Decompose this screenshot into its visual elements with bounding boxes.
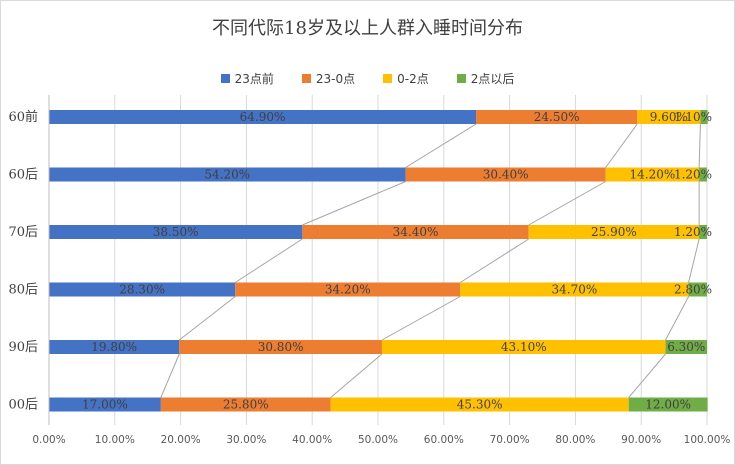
bar-segment [381, 340, 666, 354]
x-tick-label: 30.00% [226, 434, 266, 446]
x-tick-label: 0.00% [32, 434, 65, 446]
series-connector-line [160, 353, 180, 398]
series-connector-line [302, 181, 406, 226]
data-label: 28.30% [119, 283, 165, 297]
bar-segment [49, 167, 406, 182]
bar-segment [688, 282, 707, 297]
bar-segment [476, 110, 638, 124]
x-tick-label: 80.00% [555, 434, 595, 446]
legend-label: 2点以后 [470, 72, 515, 86]
legend-swatch [383, 74, 393, 83]
x-tick-label: 40.00% [292, 434, 332, 446]
series-connector-line [234, 238, 303, 283]
data-label: 54.20% [204, 168, 250, 182]
x-tick-label: 50.00% [358, 434, 398, 446]
category-label: 70后 [8, 225, 38, 240]
data-label: 43.10% [501, 340, 547, 354]
bar-segment [699, 167, 707, 182]
bar-segment [528, 225, 700, 239]
data-label: 1.10% [674, 110, 712, 124]
series-connector-line [405, 123, 477, 168]
legend-swatch [301, 74, 311, 83]
series-connector-line [528, 181, 606, 226]
bar-segment [49, 397, 161, 412]
bar-segment [49, 340, 180, 354]
data-label: 9.60% [650, 110, 688, 124]
data-label: 2.80% [674, 283, 712, 297]
legend-item: 23-0点 [301, 70, 356, 87]
data-label: 45.30% [457, 398, 503, 412]
series-connector-line [698, 123, 701, 168]
data-label: 1.20% [674, 225, 712, 239]
x-tick-label: 100.00% [684, 434, 731, 446]
data-label: 30.80% [258, 340, 304, 354]
series-connector-line [628, 353, 666, 398]
bar-segment [460, 282, 689, 297]
category-label: 90后 [8, 340, 38, 355]
bar-segment [628, 397, 708, 412]
x-tick-label: 20.00% [161, 434, 201, 446]
bar-segment [605, 167, 700, 182]
data-label: 30.40% [483, 168, 529, 182]
bar-segment [405, 167, 606, 182]
legend-label: 23-0点 [315, 72, 356, 86]
legend-item: 0-2点 [383, 70, 429, 87]
series-connector-line [178, 296, 236, 341]
data-label: 24.50% [534, 110, 580, 124]
legend-label: 23点前 [234, 72, 274, 86]
bar-segment [179, 340, 382, 354]
legend-item: 2点以后 [456, 70, 515, 87]
bar-segment [699, 225, 707, 239]
data-label: 14.20% [630, 168, 676, 182]
bar-segment [330, 397, 629, 412]
x-tick-label: 90.00% [621, 434, 661, 446]
category-label: 00后 [8, 398, 38, 413]
category-label: 60后 [8, 168, 38, 183]
data-label: 25.90% [591, 225, 637, 239]
bar-segment [160, 397, 331, 412]
x-tick-label: 10.00% [95, 434, 135, 446]
legend-swatch [456, 74, 466, 83]
bar-segment [235, 282, 461, 297]
data-label: 34.40% [393, 225, 439, 239]
legend-item: 23点前 [220, 70, 274, 87]
bar-segment [665, 340, 707, 354]
data-label: 64.90% [240, 110, 286, 124]
bar-segment [49, 282, 236, 297]
bar-segment [302, 225, 529, 239]
legend-swatch [220, 74, 230, 83]
series-connector-line [459, 238, 529, 283]
series-connector-line [605, 123, 638, 168]
data-label: 19.80% [91, 340, 137, 354]
data-label: 34.20% [325, 283, 371, 297]
series-connector-line [381, 296, 461, 341]
data-label: 17.00% [82, 398, 128, 412]
data-label: 25.80% [223, 398, 269, 412]
chart-title: 不同代际18岁及以上人群入睡时间分布 [212, 18, 523, 39]
series-connector-line [665, 296, 690, 341]
x-tick-label: 60.00% [424, 434, 464, 446]
legend: 23点前 23-0点 0-2点 2点以后 [0, 70, 735, 87]
category-label: 80后 [8, 283, 38, 298]
data-label: 38.50% [153, 225, 199, 239]
data-label: 34.70% [552, 283, 598, 297]
bar-segment [49, 225, 303, 239]
bar-segment [700, 110, 708, 124]
data-label: 1.20% [674, 168, 712, 182]
series-connector-line [688, 238, 700, 283]
legend-label: 0-2点 [397, 72, 429, 86]
series-connector-line [330, 353, 383, 398]
x-tick-label: 70.00% [490, 434, 530, 446]
bar-segment [637, 110, 701, 124]
bar-segment [49, 110, 477, 124]
data-label: 12.00% [645, 398, 691, 412]
category-label: 60前 [8, 109, 38, 125]
data-label: 6.30% [667, 340, 705, 354]
